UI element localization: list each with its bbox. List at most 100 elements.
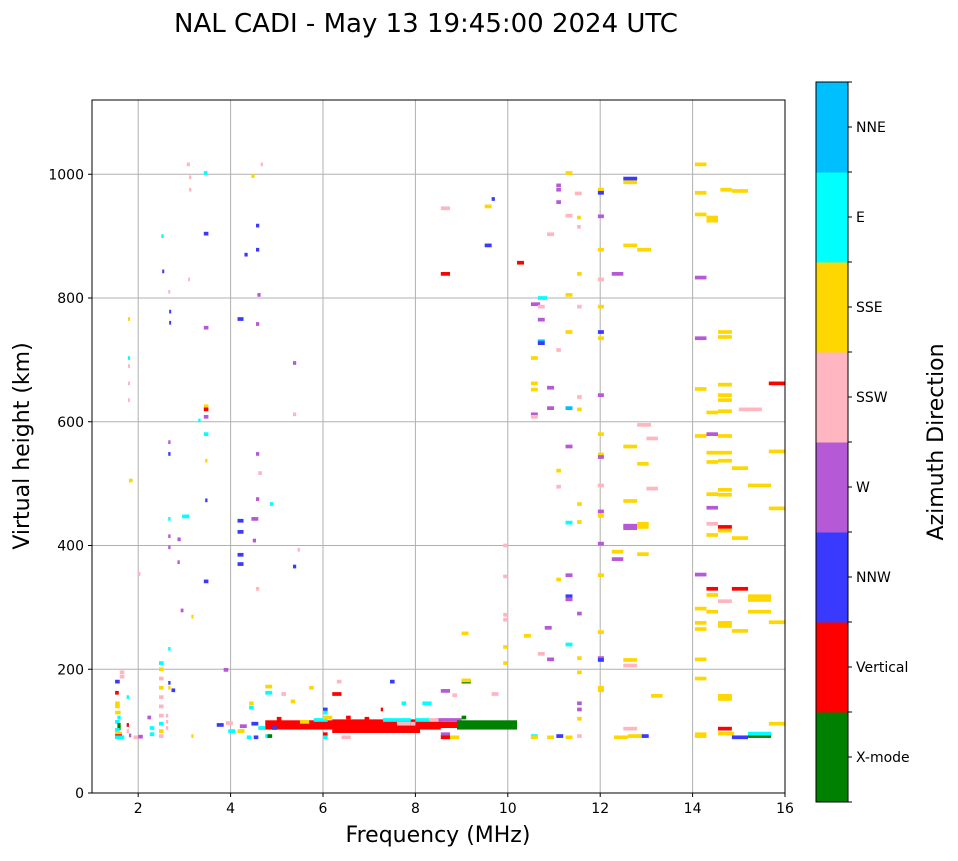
data-marks [115, 162, 785, 740]
echo-mark-nnw [556, 734, 564, 738]
y-tick-label: 200 [57, 662, 84, 678]
echo-mark-ssw [297, 547, 300, 552]
echo-mark-nnw [237, 562, 244, 566]
echo-mark-w [694, 275, 707, 280]
echo-mark-ssw [637, 422, 652, 427]
echo-mark-sse [768, 449, 785, 454]
echo-mark-sse [718, 393, 732, 397]
colorbar-swatch-nnw [816, 532, 848, 623]
echo-mark-sse [718, 487, 732, 492]
echo-mark-nnw [253, 735, 259, 740]
echo-mark-e [203, 171, 208, 175]
echo-mark-sse [718, 731, 735, 736]
echo-mark-sse [651, 694, 663, 698]
echo-mark-sse [706, 492, 719, 496]
echo-mark-sse [718, 492, 732, 497]
echo-mark-w [239, 724, 247, 729]
echo-mark-nnw [205, 498, 208, 503]
echo-mark-w [597, 509, 604, 514]
echo-mark-ssw [577, 395, 582, 399]
echo-mark-sse [706, 450, 719, 455]
echo-mark-sse [637, 247, 652, 252]
echo-mark-sse [768, 506, 785, 511]
echo-mark-sse [556, 577, 561, 582]
echo-mark-ssw [188, 277, 191, 282]
echo-mark-sse [191, 614, 194, 619]
echo-mark-e [115, 735, 125, 740]
echo-mark-ssw [158, 695, 164, 699]
echo-mark-sse [597, 685, 604, 690]
echo-mark-ssw [646, 436, 658, 441]
echo-mark-sse [205, 458, 208, 463]
plot-frame [91, 99, 786, 794]
echo-mark-e [115, 728, 120, 732]
echo-mark-ssw [738, 407, 762, 412]
echo-mark-sse [530, 381, 538, 386]
echo-mark-sse [309, 685, 314, 690]
x-tick-label: 12 [591, 801, 609, 817]
echo-mark-sse [530, 356, 538, 360]
echo-mark-ssw [491, 692, 499, 696]
echo-mark-ssw [429, 718, 439, 722]
echo-mark-w [292, 361, 297, 365]
echo-mark-e [203, 432, 209, 436]
echo-mark-sse [706, 410, 719, 415]
echo-mark-sse [748, 483, 772, 488]
echo-mark-sse [547, 735, 554, 740]
echo-mark-e [265, 690, 273, 695]
echo-mark-e [126, 695, 129, 699]
echo-mark-sse [694, 190, 707, 195]
echo-mark-sse [251, 174, 255, 178]
colorbar-swatch-vertical [816, 622, 848, 713]
echo-mark-sse [265, 684, 273, 689]
echo-mark-sse [718, 398, 732, 402]
echo-mark-w [577, 707, 582, 712]
echo-mark-w [138, 734, 143, 739]
echo-mark-ssw [503, 543, 508, 548]
echo-mark-sse [718, 330, 732, 334]
echo-mark-w [252, 538, 257, 543]
echo-mark-ssw [158, 704, 164, 709]
echo-mark-w [706, 505, 719, 510]
echo-mark-ssw [547, 232, 554, 237]
echo-mark-w [177, 537, 181, 542]
echo-mark-ssw [128, 398, 131, 402]
echo-mark-sse [158, 685, 164, 690]
echo-mark-vertical [126, 723, 129, 727]
echo-mark-ssw [158, 676, 164, 681]
echo-mark-sse [718, 450, 732, 455]
y-axis-ticks: 0 200 400 600 800 1000 [48, 167, 92, 802]
colorbar-swatch-sse [816, 262, 848, 353]
echo-mark-sse [706, 593, 719, 597]
echo-mark-e [313, 718, 328, 722]
echo-mark-vertical [440, 735, 451, 740]
echo-mark-ssw [336, 679, 342, 684]
echo-mark-ssw [158, 713, 164, 718]
echo-mark-sse [115, 710, 121, 715]
echo-mark-sse [637, 521, 649, 526]
echo-mark-w [168, 534, 171, 539]
echo-mark-sse [637, 525, 649, 529]
echo-mark-ssw [133, 735, 139, 740]
echo-mark-e [117, 715, 121, 720]
echo-mark-nnw [169, 309, 172, 314]
colorbar-tick-label: NNE [856, 120, 886, 136]
echo-mark-e [149, 732, 155, 737]
echo-mark-nnw [168, 452, 171, 456]
echo-mark-sse [623, 658, 638, 662]
echo-mark-sse [503, 645, 508, 649]
echo-mark-ssw [165, 719, 169, 724]
echo-mark-nnw [597, 658, 604, 662]
echo-mark-ssw [396, 721, 411, 726]
echo-mark-ssw [281, 692, 287, 696]
echo-mark-ssw [530, 414, 538, 419]
echo-mark-w [177, 560, 180, 565]
echo-mark-vertical [346, 715, 351, 720]
echo-mark-nnw [237, 552, 244, 557]
echo-mark-sse [694, 676, 707, 681]
echo-mark-sse [597, 573, 604, 578]
echo-mark-e [269, 502, 274, 506]
echo-mark-ssw [503, 612, 508, 617]
echo-mark-vertical [731, 586, 749, 591]
